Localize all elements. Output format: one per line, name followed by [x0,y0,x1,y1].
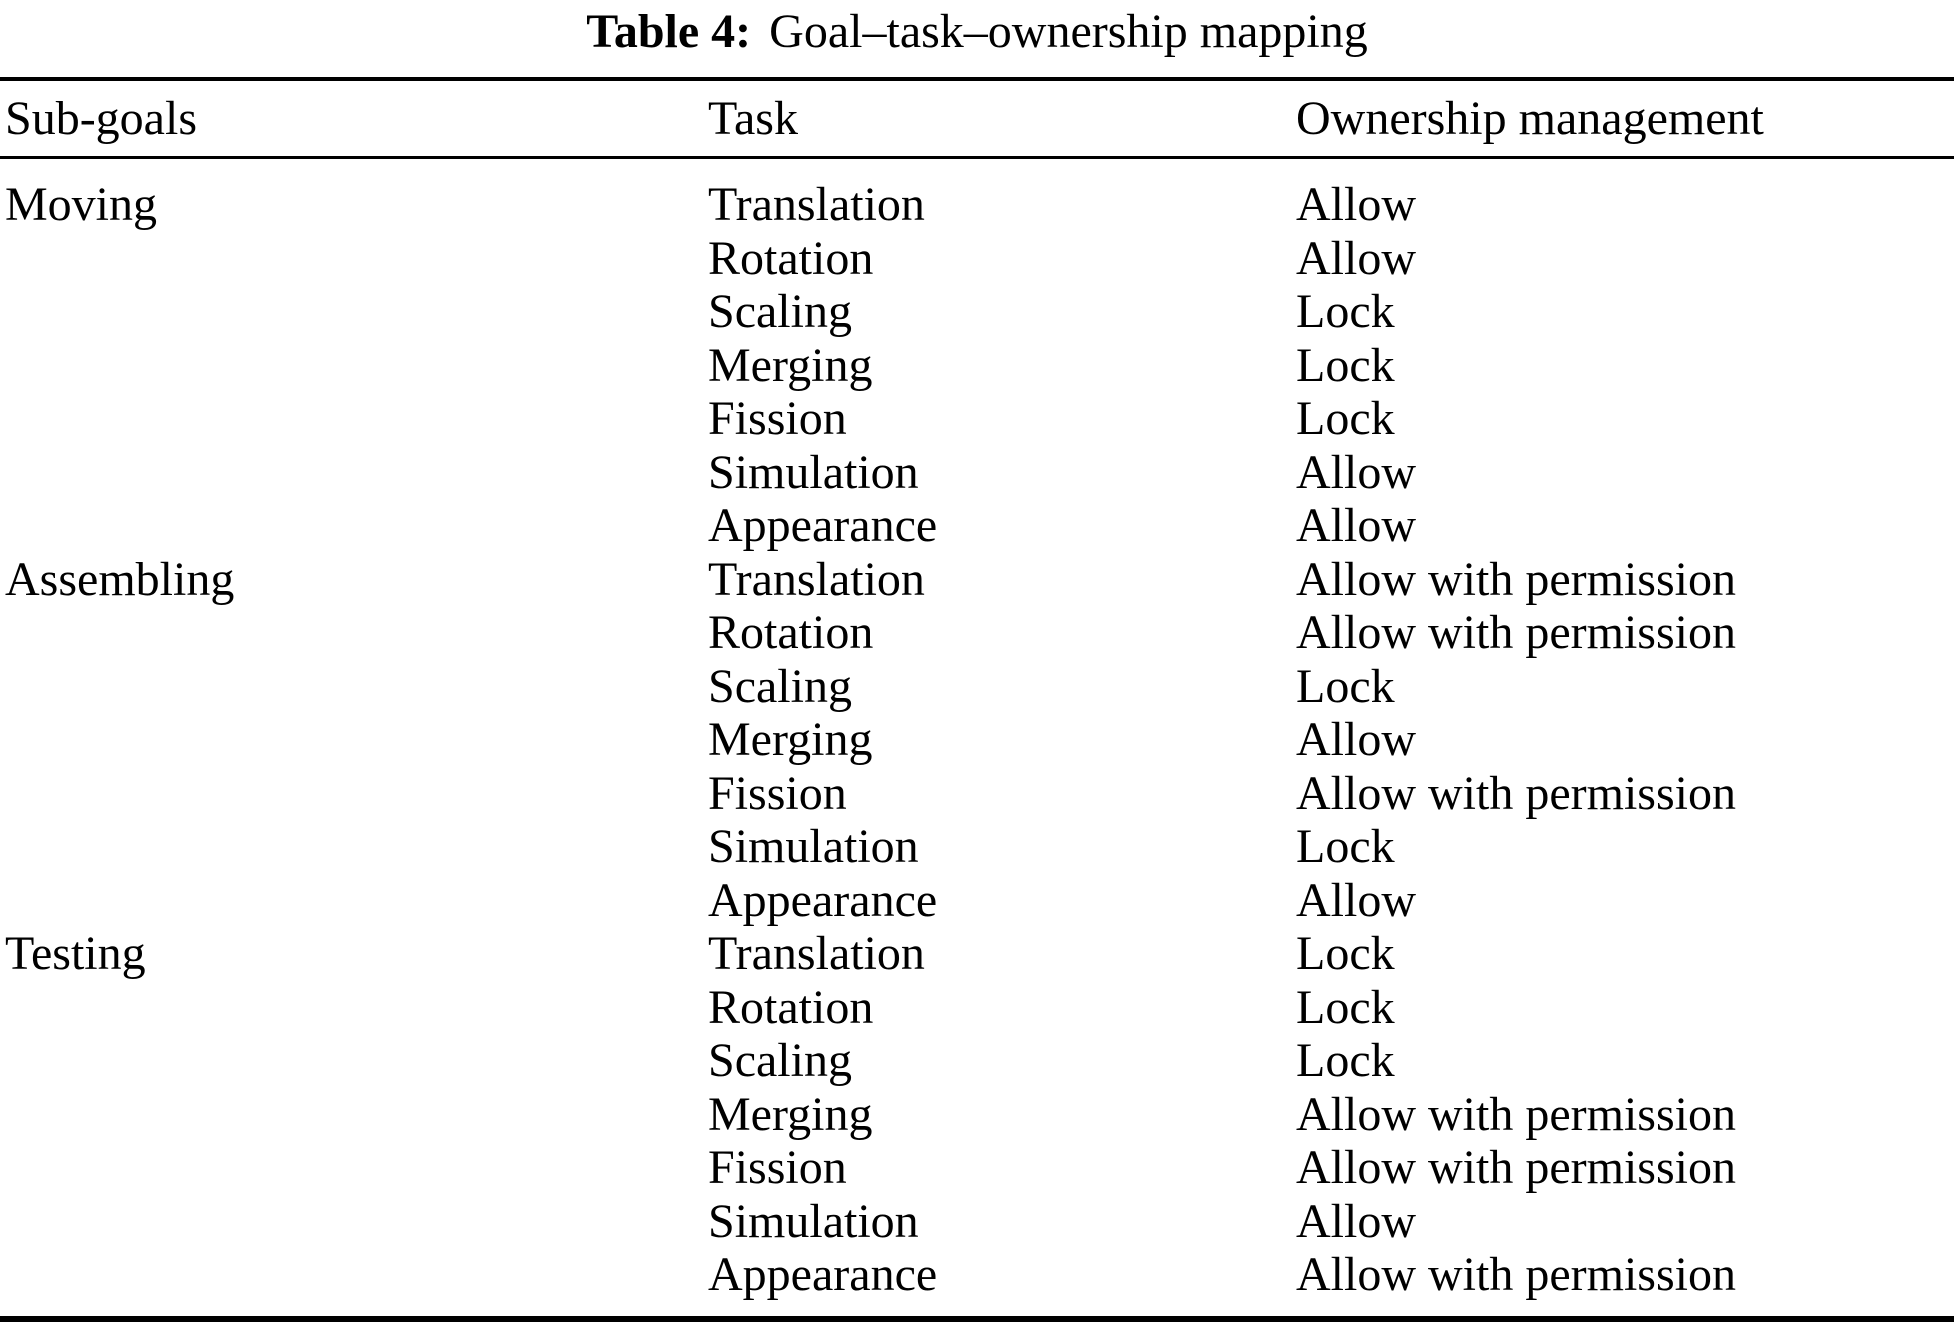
task-cell: Appearance [708,874,1296,928]
subgoal-cell [0,981,708,1035]
task-cell: Scaling [708,285,1296,339]
task-cell: Scaling [708,660,1296,714]
task-cell: Translation [708,178,1296,232]
task-cell: Rotation [708,606,1296,660]
subgoal-cell: Assembling [0,553,708,607]
table-row: AppearanceAllow [0,499,1954,553]
ownership-cell: Lock [1296,820,1954,874]
table-row: TestingTranslationLock [0,927,1954,981]
subgoal-cell [0,1195,708,1249]
table-row: AppearanceAllow with permission [0,1248,1954,1302]
ownership-cell: Allow [1296,499,1954,553]
ownership-cell: Allow [1296,874,1954,928]
table-row: FissionAllow with permission [0,767,1954,821]
table-row: RotationAllow with permission [0,606,1954,660]
task-cell: Rotation [708,981,1296,1035]
table-row: SimulationLock [0,820,1954,874]
task-cell: Fission [708,767,1296,821]
task-cell: Fission [708,1141,1296,1195]
table-row: ScalingLock [0,1034,1954,1088]
task-cell: Scaling [708,1034,1296,1088]
ownership-cell: Allow with permission [1296,553,1954,607]
table-row: MergingLock [0,339,1954,393]
ownership-cell: Allow [1296,178,1954,232]
column-header-subgoals: Sub-goals [0,91,708,146]
ownership-cell: Allow with permission [1296,1088,1954,1142]
ownership-cell: Allow with permission [1296,606,1954,660]
table-bottom-rule [0,1316,1954,1322]
column-header-task: Task [708,91,1296,146]
task-cell: Simulation [708,820,1296,874]
document-page: Table 4: Goal–task–ownership mapping Sub-… [0,0,1954,1329]
ownership-cell: Lock [1296,660,1954,714]
subgoal-cell [0,606,708,660]
ownership-cell: Allow with permission [1296,1141,1954,1195]
subgoal-cell [0,446,708,500]
task-cell: Merging [708,713,1296,767]
ownership-cell: Allow [1296,446,1954,500]
table-row: MergingAllow with permission [0,1088,1954,1142]
subgoal-cell [0,820,708,874]
task-cell: Simulation [708,446,1296,500]
ownership-cell: Lock [1296,392,1954,446]
table-row: SimulationAllow [0,446,1954,500]
task-cell: Fission [708,392,1296,446]
table-body: MovingTranslationAllowRotationAllowScali… [0,159,1954,1302]
subgoal-cell [0,392,708,446]
table-row: FissionLock [0,392,1954,446]
table-row: AppearanceAllow [0,874,1954,928]
table-row: RotationLock [0,981,1954,1035]
subgoal-cell [0,232,708,286]
table-row: ScalingLock [0,660,1954,714]
subgoal-cell [0,767,708,821]
ownership-cell: Lock [1296,981,1954,1035]
ownership-cell: Lock [1296,1034,1954,1088]
table-caption-label: Table 4: [586,5,751,58]
ownership-cell: Lock [1296,339,1954,393]
table-caption: Table 4: Goal–task–ownership mapping [0,0,1954,81]
task-cell: Simulation [708,1195,1296,1249]
subgoal-cell [0,713,708,767]
subgoal-cell [0,499,708,553]
table-row: AssemblingTranslationAllow with permissi… [0,553,1954,607]
subgoal-cell [0,285,708,339]
task-cell: Translation [708,927,1296,981]
subgoal-cell: Moving [0,178,708,232]
ownership-cell: Allow [1296,713,1954,767]
ownership-cell: Lock [1296,927,1954,981]
task-cell: Translation [708,553,1296,607]
table-row: ScalingLock [0,285,1954,339]
ownership-cell: Lock [1296,285,1954,339]
subgoal-cell [0,874,708,928]
table-row: MergingAllow [0,713,1954,767]
table-caption-text: Goal–task–ownership mapping [769,5,1368,58]
ownership-cell: Allow [1296,1195,1954,1249]
subgoal-cell [0,1141,708,1195]
subgoal-cell [0,660,708,714]
ownership-cell: Allow with permission [1296,1248,1954,1302]
table-row: SimulationAllow [0,1195,1954,1249]
table-row: RotationAllow [0,232,1954,286]
table-header-row: Sub-goals Task Ownership management [0,81,1954,159]
ownership-cell: Allow with permission [1296,767,1954,821]
ownership-cell: Allow [1296,232,1954,286]
subgoal-cell [0,1034,708,1088]
task-cell: Rotation [708,232,1296,286]
subgoal-cell [0,1088,708,1142]
subgoal-cell: Testing [0,927,708,981]
table-row: MovingTranslationAllow [0,178,1954,232]
table-row: FissionAllow with permission [0,1141,1954,1195]
task-cell: Appearance [708,499,1296,553]
subgoal-cell [0,1248,708,1302]
column-header-ownership: Ownership management [1296,91,1954,146]
task-cell: Merging [708,339,1296,393]
subgoal-cell [0,339,708,393]
task-cell: Appearance [708,1248,1296,1302]
task-cell: Merging [708,1088,1296,1142]
